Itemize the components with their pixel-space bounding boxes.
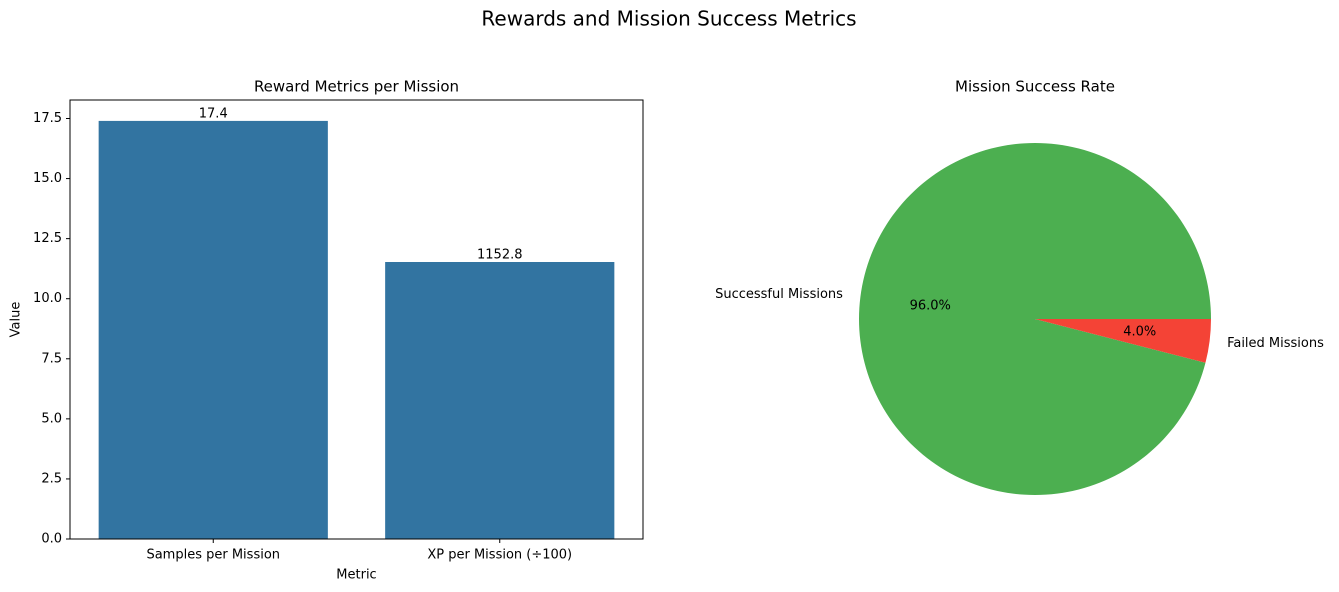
bar [385,261,615,539]
value-label: 17.4 [199,106,228,121]
y-tick-label: 2.5 [41,471,62,486]
pie-slice [859,142,1211,495]
slice-label: Successful Missions [715,287,843,302]
figure-title: Rewards and Mission Success Metrics [481,7,856,31]
axes-title: Reward Metrics per Mission [254,78,459,96]
bar [98,120,328,540]
y-tick-label: 7.5 [41,351,62,366]
x-axis-label: Metric [336,568,376,583]
y-tick-label: 0.0 [41,532,62,547]
axes-frame [69,99,644,540]
y-tick-label: 10.0 [33,291,62,306]
y-axis-label: Value [9,302,24,338]
slice-percent: 4.0% [1123,325,1156,340]
value-label: 1152.8 [477,247,523,262]
axes-title: Mission Success Rate [955,78,1115,96]
y-tick-label: 12.5 [33,231,62,246]
y-tick-label: 17.5 [33,111,62,126]
slice-label: Failed Missions [1227,336,1324,351]
slice-percent: 96.0% [910,298,951,313]
y-tick-label: 15.0 [33,171,62,186]
x-tick-label: XP per Mission (÷100) [427,548,572,563]
x-tick-label: Samples per Mission [146,548,280,563]
y-tick-label: 5.0 [41,411,62,426]
pie-slice [1035,319,1211,363]
